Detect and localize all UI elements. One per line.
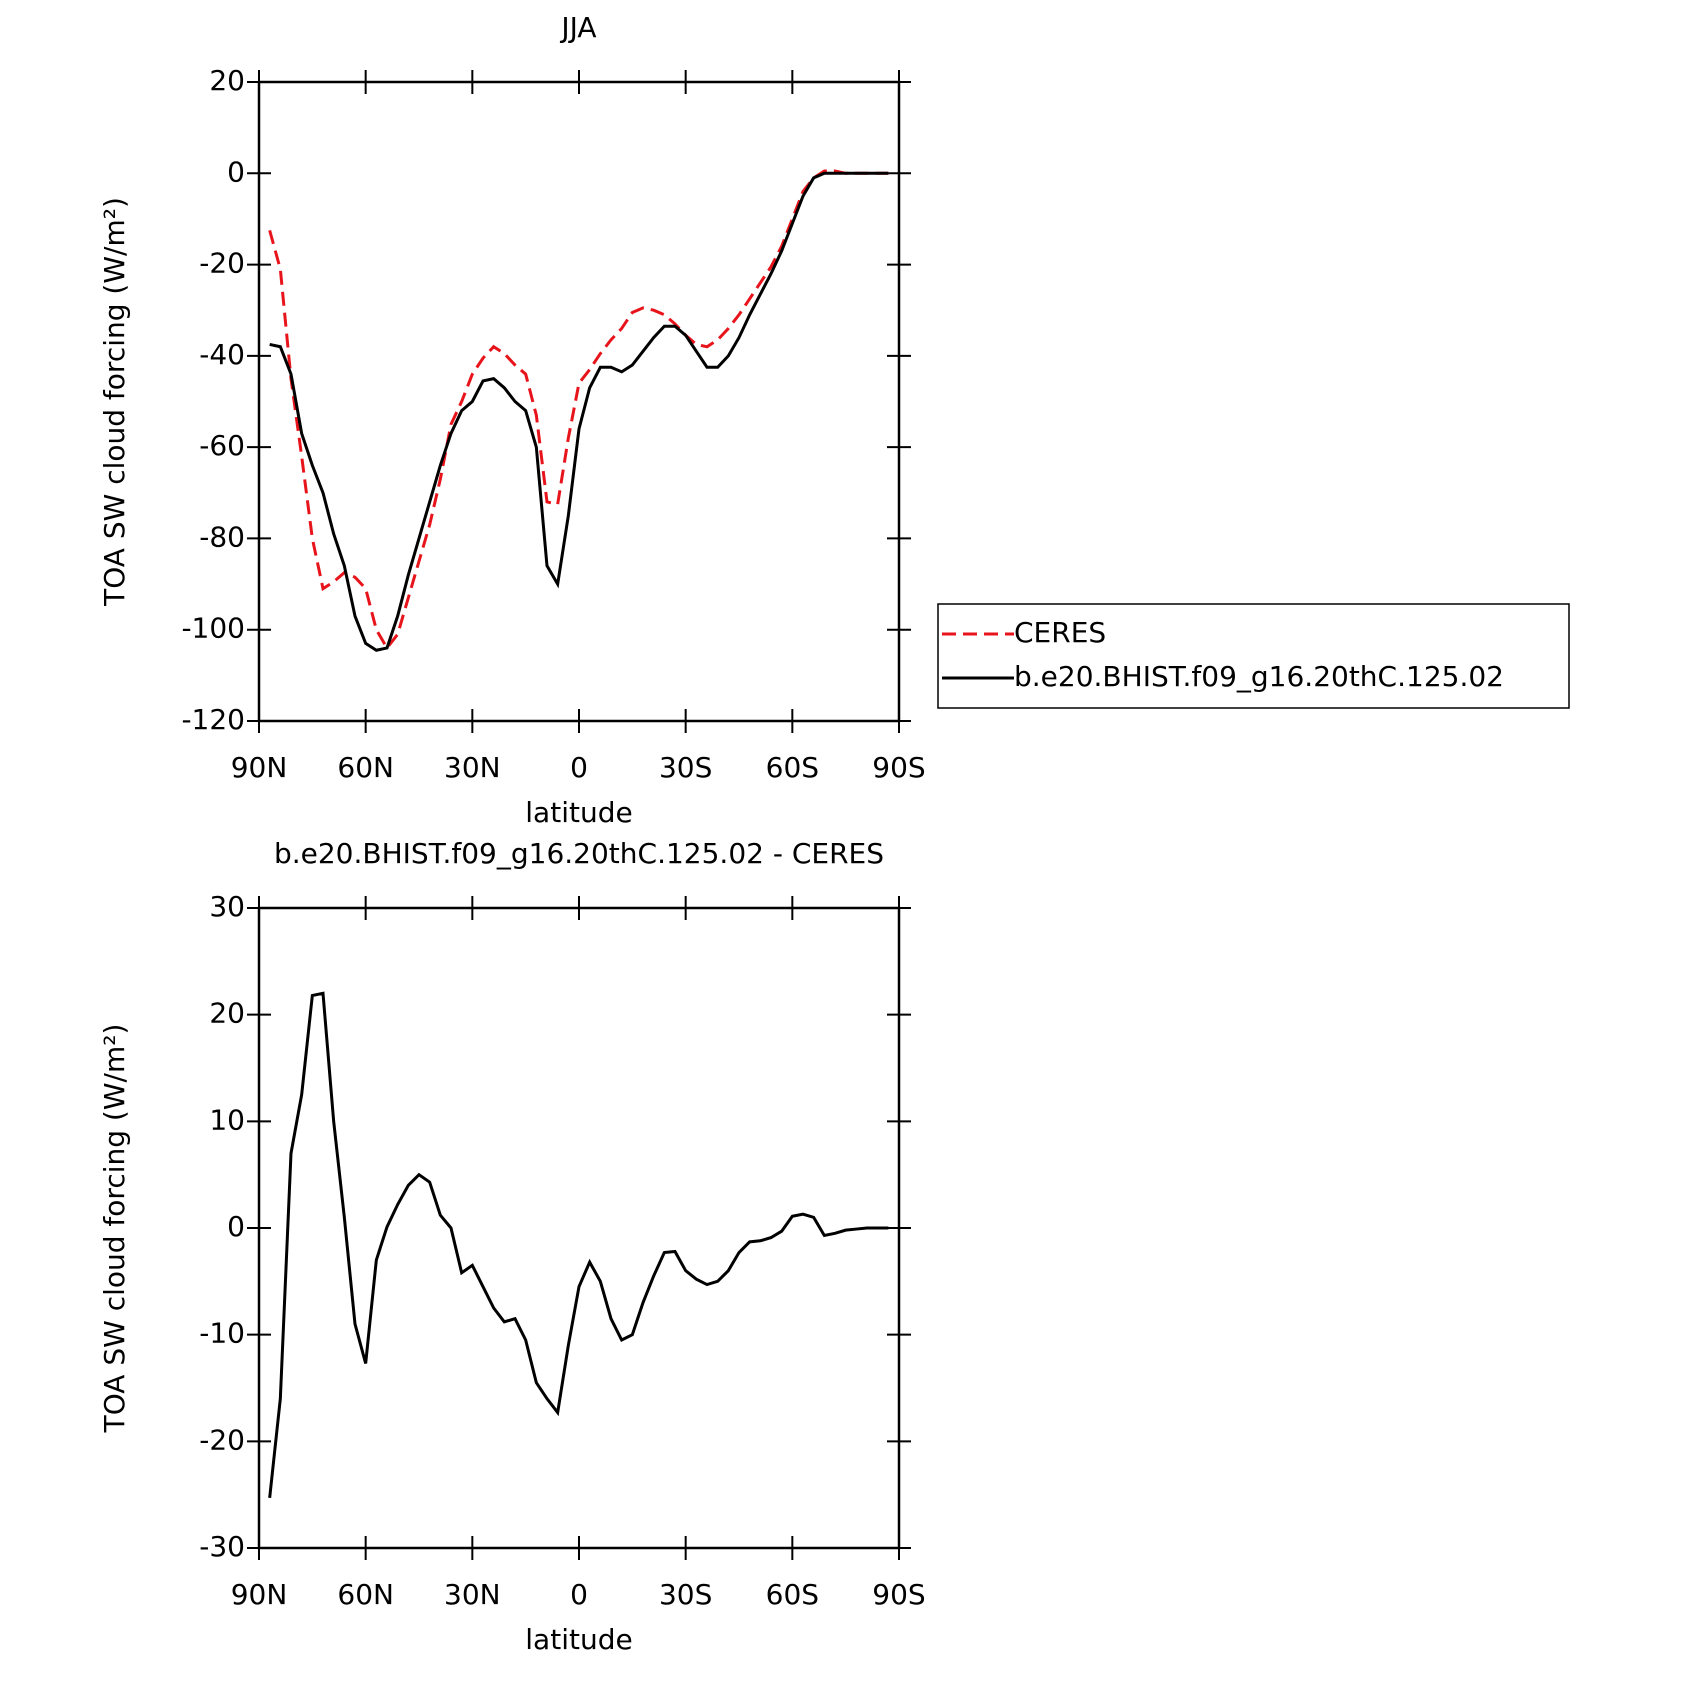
x-tick-label: 0	[570, 751, 588, 784]
y-tick-label: -100	[181, 612, 245, 645]
x-axis-label: latitude	[525, 796, 632, 829]
x-axis-label: latitude	[525, 1623, 632, 1656]
data-line	[269, 171, 889, 652]
y-tick-label: 10	[209, 1103, 245, 1136]
chart-title: JJA	[559, 11, 596, 44]
y-tick-label: -80	[199, 520, 245, 553]
x-tick-label: 30N	[444, 1578, 501, 1611]
x-tick-label: 90S	[872, 751, 925, 784]
data-line	[268, 991, 889, 1499]
x-tick-label: 0	[570, 1578, 588, 1611]
x-tick-label: 60S	[766, 751, 819, 784]
y-axis-label: TOA SW cloud forcing (W/m²)	[98, 197, 131, 607]
x-tick-label: 90N	[231, 751, 288, 784]
legend-label: b.e20.BHIST.f09_g16.20thC.125.02	[1014, 660, 1504, 693]
plot-frame	[257, 906, 901, 1550]
x-tick-label: 60N	[337, 751, 394, 784]
y-axis-label: TOA SW cloud forcing (W/m²)	[98, 1024, 131, 1434]
y-tick-label: -30	[199, 1530, 245, 1563]
legend-box	[937, 603, 1570, 709]
x-tick-label: 90N	[231, 1578, 288, 1611]
legend-label: CERES	[1014, 616, 1106, 649]
plot-frame	[257, 80, 901, 723]
y-tick-label: 20	[209, 997, 245, 1030]
x-tick-label: 30S	[659, 1578, 712, 1611]
x-tick-label: 30N	[444, 751, 501, 784]
y-tick-label: 0	[227, 1210, 245, 1243]
x-tick-label: 60N	[337, 1578, 394, 1611]
x-tick-label: 30S	[659, 751, 712, 784]
chart-title: b.e20.BHIST.f09_g16.20thC.125.02 - CERES	[274, 837, 884, 870]
y-tick-label: -60	[199, 429, 245, 462]
y-tick-label: -20	[199, 247, 245, 280]
x-tick-label: 90S	[872, 1578, 925, 1611]
y-tick-label: -120	[181, 703, 245, 736]
y-tick-label: -10	[199, 1317, 245, 1350]
y-tick-label: -40	[199, 338, 245, 371]
y-tick-label: 20	[209, 64, 245, 97]
data-line	[268, 169, 889, 651]
y-tick-label: 30	[209, 890, 245, 923]
x-tick-label: 60S	[766, 1578, 819, 1611]
y-tick-label: 0	[227, 155, 245, 188]
y-tick-label: -20	[199, 1423, 245, 1456]
